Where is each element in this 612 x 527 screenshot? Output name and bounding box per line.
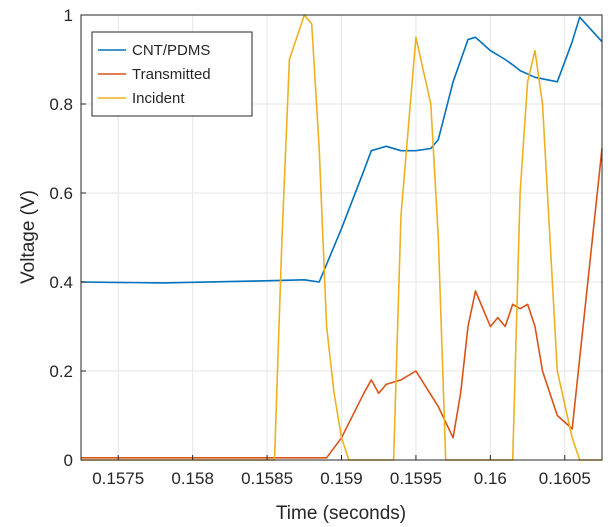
legend-label: Incident — [132, 90, 185, 107]
legend: CNT/PDMS Transmitted Incident — [91, 31, 253, 117]
y-tick-label: 0.6 — [49, 184, 73, 203]
x-tick-label: 0.1595 — [390, 469, 442, 488]
legend-label: CNT/PDMS — [132, 42, 210, 59]
series-line-cnt-pdms — [80, 16, 603, 284]
y-tick-label: 0.8 — [49, 95, 73, 114]
y-tick-label: 1 — [64, 6, 73, 25]
x-axis-label: Time (seconds) — [276, 503, 406, 524]
x-tick-label: 0.16 — [474, 469, 507, 488]
x-tick-label: 0.1605 — [539, 469, 591, 488]
series-line-incident — [81, 14, 602, 461]
x-tick-label: 0.159 — [320, 469, 363, 488]
y-axis-label: Voltage (V) — [18, 190, 39, 284]
x-tick-label: 0.1575 — [92, 469, 144, 488]
ticks-group: 0.1575 0.158 0.1585 0.159 0.1595 0.16 0.1605 0 0… — [49, 6, 590, 488]
y-tick-label: 0.2 — [49, 362, 73, 381]
y-tick-label: 0.4 — [49, 273, 73, 292]
x-tick-label: 0.1585 — [241, 469, 293, 488]
series-group — [80, 14, 603, 461]
y-tick-label: 0 — [64, 451, 73, 470]
series-line-transmitted — [81, 148, 603, 459]
x-tick-label: 0.158 — [171, 469, 214, 488]
legend-label: Transmitted — [132, 66, 211, 83]
